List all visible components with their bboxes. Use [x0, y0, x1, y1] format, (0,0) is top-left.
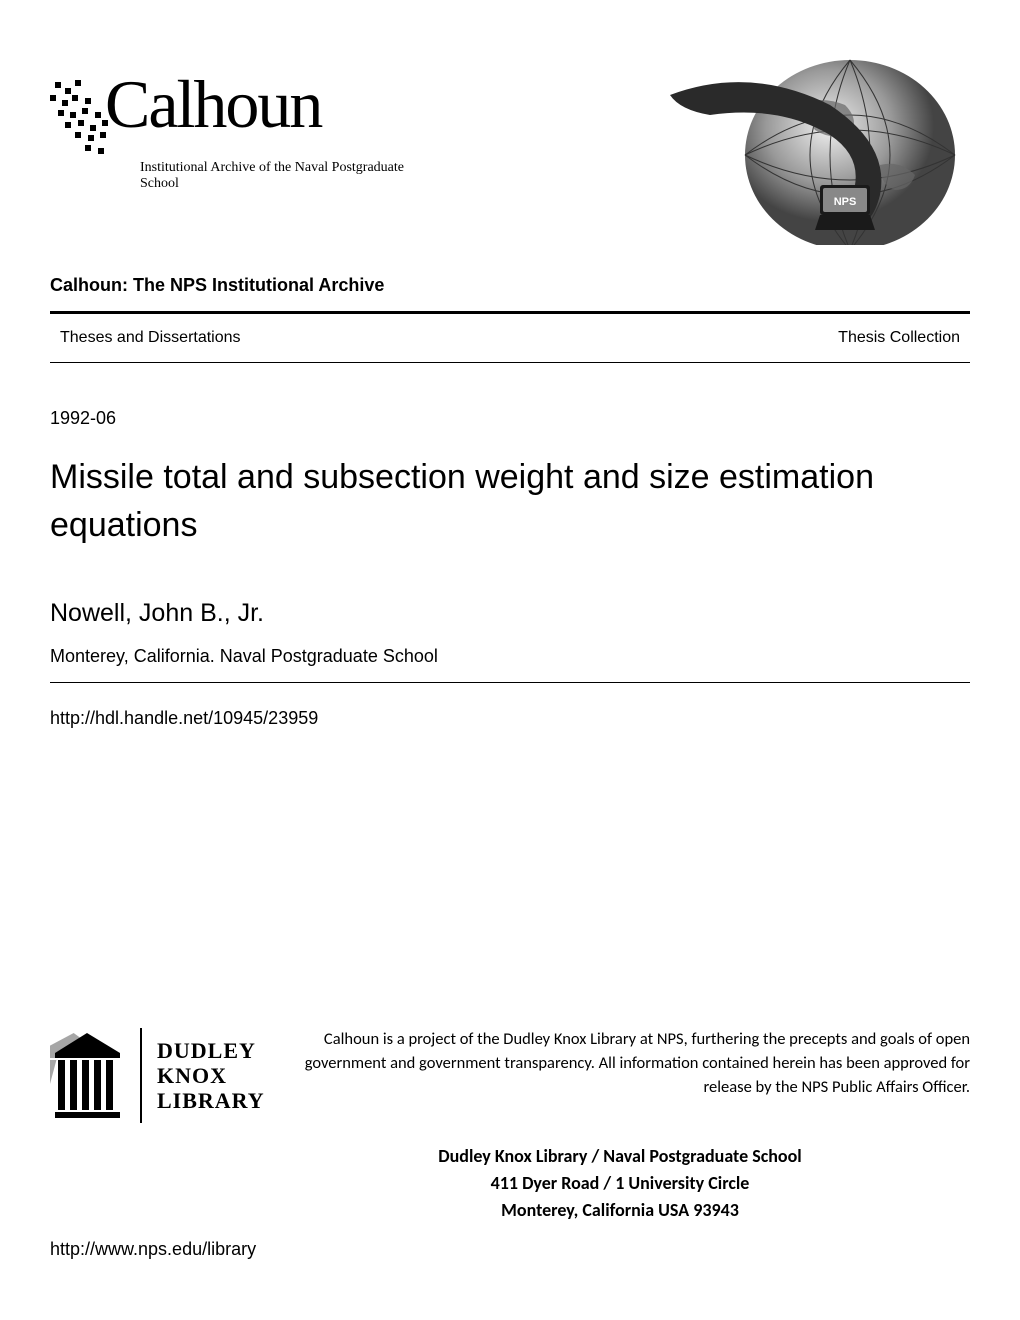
library-logo: DUDLEY KNOX LIBRARY	[50, 1028, 265, 1123]
document-date: 1992-06	[50, 408, 970, 429]
footer-top: DUDLEY KNOX LIBRARY Calhoun is a project…	[50, 1028, 970, 1123]
collection-right: Thesis Collection	[838, 329, 960, 347]
svg-text:NPS: NPS	[834, 196, 857, 208]
collection-row: Theses and Dissertations Thesis Collecti…	[50, 329, 970, 347]
library-name-1: DUDLEY	[157, 1038, 265, 1063]
library-name-2: KNOX	[157, 1063, 265, 1088]
footer-address: Dudley Knox Library / Naval Postgraduate…	[270, 1143, 970, 1224]
header-logos: Calhoun Institutional Archive of the Nav…	[50, 45, 970, 245]
handle-url: http://hdl.handle.net/10945/23959	[50, 708, 970, 729]
address-line-3: Monterey, California USA 93943	[270, 1197, 970, 1224]
document-author: Nowell, John B., Jr.	[50, 599, 970, 628]
calhoun-dots-graphic	[50, 70, 110, 150]
archive-label: Calhoun: The NPS Institutional Archive	[50, 275, 970, 296]
library-columns-icon	[50, 1028, 125, 1123]
document-title: Missile total and subsection weight and …	[50, 454, 970, 549]
footer: DUDLEY KNOX LIBRARY Calhoun is a project…	[50, 1028, 970, 1260]
address-line-2: 411 Dyer Road / 1 University Circle	[270, 1170, 970, 1197]
document-affiliation: Monterey, California. Naval Postgraduate…	[50, 646, 970, 667]
divider-thick-1	[50, 311, 970, 314]
library-logo-divider	[140, 1028, 142, 1123]
library-name-3: LIBRARY	[157, 1088, 265, 1113]
calhoun-logo-subtitle: Institutional Archive of the Naval Postg…	[140, 160, 430, 192]
library-logo-text: DUDLEY KNOX LIBRARY	[157, 1038, 265, 1114]
calhoun-logo-text: Calhoun	[105, 65, 321, 144]
footer-description: Calhoun is a project of the Dudley Knox …	[290, 1028, 970, 1100]
calhoun-logo: Calhoun Institutional Archive of the Nav…	[50, 45, 430, 195]
divider-thin-2	[50, 682, 970, 683]
library-url: http://www.nps.edu/library	[50, 1239, 970, 1260]
collection-left: Theses and Dissertations	[60, 329, 241, 347]
nps-globe-logo: NPS	[650, 45, 970, 245]
divider-thin-1	[50, 362, 970, 363]
address-line-1: Dudley Knox Library / Naval Postgraduate…	[270, 1143, 970, 1170]
